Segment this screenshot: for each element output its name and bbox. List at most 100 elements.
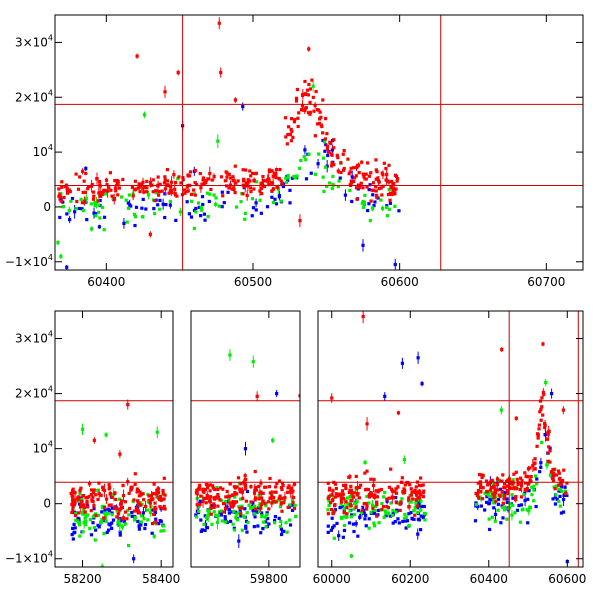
data-point <box>562 468 566 472</box>
data-point <box>277 496 281 500</box>
data-point <box>233 490 237 495</box>
data-point <box>540 396 544 400</box>
data-point <box>236 476 241 480</box>
data-point <box>414 485 418 489</box>
data-point <box>538 410 542 414</box>
data-point <box>329 528 333 532</box>
data-point <box>148 232 152 236</box>
data-point <box>133 518 137 522</box>
data-point <box>501 516 505 520</box>
data-point <box>492 506 496 510</box>
data-point <box>252 525 256 529</box>
data-point <box>241 192 245 196</box>
data-point <box>309 171 313 175</box>
data-point <box>337 179 341 183</box>
data-point <box>549 391 554 396</box>
data-point <box>491 492 495 496</box>
y-tick-label: 104 <box>33 143 53 159</box>
data-point <box>349 484 353 488</box>
data-point <box>96 199 100 203</box>
data-point <box>332 524 336 528</box>
data-point <box>84 496 88 500</box>
data-point <box>522 492 526 497</box>
data-point <box>495 488 500 492</box>
data-point <box>109 503 113 507</box>
data-point <box>360 508 364 513</box>
data-point <box>86 187 90 191</box>
data-point <box>158 519 162 523</box>
data-point <box>185 189 189 194</box>
data-point <box>407 498 411 502</box>
data-point <box>364 513 368 517</box>
data-point <box>198 499 202 503</box>
data-point <box>391 509 395 513</box>
data-point <box>195 488 199 492</box>
data-point <box>480 497 485 501</box>
data-point <box>73 501 77 505</box>
data-point <box>59 254 63 258</box>
data-point <box>354 488 358 492</box>
data-point <box>553 502 558 506</box>
data-point <box>225 489 229 494</box>
data-point <box>243 447 248 451</box>
data-point <box>133 215 138 219</box>
data-point <box>272 499 276 503</box>
data-point <box>165 168 170 172</box>
data-point <box>277 479 281 483</box>
data-point <box>349 554 353 558</box>
data-point <box>551 472 555 476</box>
data-point <box>360 160 364 164</box>
data-point <box>65 189 70 193</box>
data-point <box>80 201 85 205</box>
data-point <box>326 481 330 485</box>
data-point <box>360 201 364 205</box>
data-point <box>122 221 126 225</box>
data-point <box>201 487 205 491</box>
data-point <box>258 198 262 202</box>
data-point <box>362 202 366 206</box>
data-point <box>158 198 162 203</box>
data-point <box>348 475 352 479</box>
data-point <box>348 488 352 492</box>
data-point <box>270 494 274 498</box>
data-point <box>214 513 218 517</box>
data-point <box>385 497 389 501</box>
data-point <box>375 170 379 174</box>
data-point <box>313 172 318 176</box>
data-point <box>360 505 365 510</box>
data-point <box>249 500 253 504</box>
data-point <box>131 194 135 198</box>
data-point <box>385 499 389 503</box>
data-point <box>286 173 290 178</box>
data-point <box>156 175 160 179</box>
data-point <box>370 494 374 498</box>
data-point <box>557 487 561 491</box>
data-point <box>228 183 233 187</box>
data-point <box>546 432 550 436</box>
data-point <box>485 490 489 494</box>
data-point <box>420 504 424 508</box>
data-point <box>543 421 547 426</box>
data-point <box>207 199 211 204</box>
data-point <box>303 148 307 152</box>
data-point <box>385 214 390 218</box>
data-point <box>212 496 216 500</box>
data-point <box>357 170 361 175</box>
data-point <box>94 201 99 205</box>
data-point <box>150 497 154 501</box>
data-point <box>373 493 377 497</box>
data-point <box>349 166 353 170</box>
data-point <box>200 528 204 532</box>
data-point <box>123 500 128 504</box>
data-point <box>188 170 193 174</box>
data-point <box>389 186 393 190</box>
data-point <box>92 488 96 492</box>
data-point <box>107 503 111 507</box>
data-point <box>292 174 296 179</box>
data-point <box>347 490 351 495</box>
data-point <box>140 206 144 210</box>
data-point <box>74 207 78 211</box>
data-point <box>323 137 327 141</box>
data-point <box>206 509 210 513</box>
data-point <box>535 444 539 448</box>
